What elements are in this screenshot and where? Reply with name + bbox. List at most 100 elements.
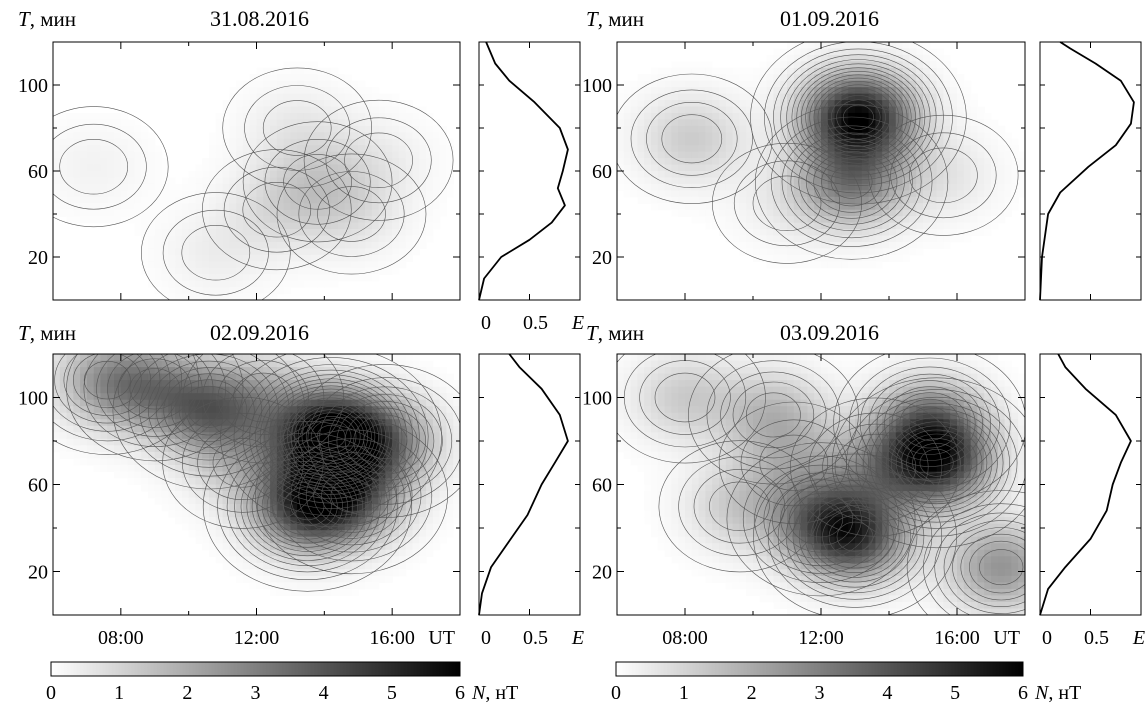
heatmap-cell: [773, 74, 780, 81]
heatmap-cell: [637, 100, 644, 107]
heatmap-cell: [121, 393, 128, 400]
heatmap-cell: [392, 152, 399, 159]
heatmap-cell: [794, 74, 801, 81]
heatmap-cell: [733, 177, 740, 184]
heatmap-cell: [671, 61, 678, 68]
heatmap-cell: [53, 184, 60, 191]
heatmap-cell: [358, 145, 365, 152]
heatmap-cell: [250, 530, 257, 537]
heatmap-cell: [903, 152, 910, 159]
heatmap-cell: [134, 197, 141, 204]
heatmap-cell: [413, 113, 420, 120]
heatmap-cell: [114, 119, 121, 126]
heatmap-cell: [195, 236, 202, 243]
heatmap-cell: [290, 210, 297, 217]
heatmap-cell: [257, 530, 264, 537]
heatmap-cell: [685, 119, 692, 126]
heatmap-cell: [223, 242, 230, 249]
heatmap-cell: [767, 255, 774, 262]
heatmap-cell: [60, 145, 67, 152]
heatmap-cell: [753, 119, 760, 126]
heatmap-cell: [148, 432, 155, 439]
heatmap-cell: [284, 261, 291, 268]
heatmap-cell: [257, 210, 264, 217]
heatmap-cell: [250, 406, 257, 413]
heatmap-cell: [351, 126, 358, 133]
heatmap-cell: [869, 236, 876, 243]
heatmap-cell: [67, 165, 74, 172]
heatmap-cell: [297, 113, 304, 120]
heatmap-cell: [950, 107, 957, 114]
heatmap-cell: [236, 236, 243, 243]
heatmap-cell: [964, 177, 971, 184]
heatmap-cell: [290, 242, 297, 249]
heatmap-cell: [155, 145, 162, 152]
heatmap-cell: [644, 197, 651, 204]
heatmap-cell: [351, 113, 358, 120]
heatmap-cell: [304, 248, 311, 255]
heatmap-cell: [318, 94, 325, 101]
heatmap-cell: [413, 242, 420, 249]
heatmap-cell: [202, 268, 209, 275]
heatmap-cell: [957, 107, 964, 114]
heatmap-cell: [257, 281, 264, 288]
heatmap-field: [19, 61, 454, 312]
heatmap-cell: [277, 268, 284, 275]
heatmap-cell: [80, 197, 87, 204]
heatmap-cell: [148, 268, 155, 275]
heatmap-cell: [624, 152, 631, 159]
heatmap-cell: [372, 94, 379, 101]
heatmap-cell: [100, 113, 107, 120]
heatmap-cell: [155, 165, 162, 172]
heatmap-cell: [223, 550, 230, 557]
heatmap-cell: [726, 94, 733, 101]
heatmap-cell: [379, 126, 386, 133]
heatmap-cell: [440, 158, 447, 165]
heatmap-cell: [692, 126, 699, 133]
heatmap-cell: [767, 126, 774, 133]
heatmap-cell: [60, 387, 67, 394]
heatmap-cell: [311, 439, 318, 446]
heatmap-cell: [943, 145, 950, 152]
heatmap-cell: [651, 158, 658, 165]
heatmap-cell: [80, 393, 87, 400]
heatmap-cell: [726, 100, 733, 107]
heatmap-cell: [351, 152, 358, 159]
heatmap-cell: [121, 216, 128, 223]
heatmap-cell: [290, 281, 297, 288]
heatmap-cell: [243, 563, 250, 570]
heatmap-cell: [100, 190, 107, 197]
heatmap-cell: [168, 248, 175, 255]
heatmap-cell: [236, 281, 243, 288]
heatmap-cell: [426, 223, 433, 230]
heatmap-cell: [304, 74, 311, 81]
heatmap-cell: [399, 126, 406, 133]
heatmap-cell: [243, 126, 250, 133]
heatmap-cell: [767, 171, 774, 178]
heatmap-cell: [67, 387, 74, 394]
heatmap-cell: [385, 152, 392, 159]
heatmap-cell: [284, 374, 291, 381]
heatmap-cell: [365, 177, 372, 184]
heatmap-cell: [107, 177, 114, 184]
heatmap-cell: [923, 190, 930, 197]
heatmap-cell: [236, 400, 243, 407]
heatmap-cell: [270, 190, 277, 197]
heatmap-cell: [243, 537, 250, 544]
heatmap-cell: [107, 145, 114, 152]
heatmap-cell: [419, 550, 426, 557]
heatmap-cell: [175, 255, 182, 262]
heatmap-cell: [692, 132, 699, 139]
heatmap-cell: [134, 361, 141, 368]
heatmap-cell: [270, 242, 277, 249]
heatmap-cell: [121, 465, 128, 472]
heatmap-cell: [937, 184, 944, 191]
heatmap-cell: [270, 354, 277, 361]
heatmap-cell: [385, 139, 392, 146]
spectrum-x-tick-label: 0.5: [523, 312, 548, 334]
heatmap-cell: [345, 107, 352, 114]
heatmap-cell: [134, 132, 141, 139]
heatmap-cell: [835, 261, 842, 268]
heatmap-cell: [345, 261, 352, 268]
heatmap-cell: [848, 190, 855, 197]
